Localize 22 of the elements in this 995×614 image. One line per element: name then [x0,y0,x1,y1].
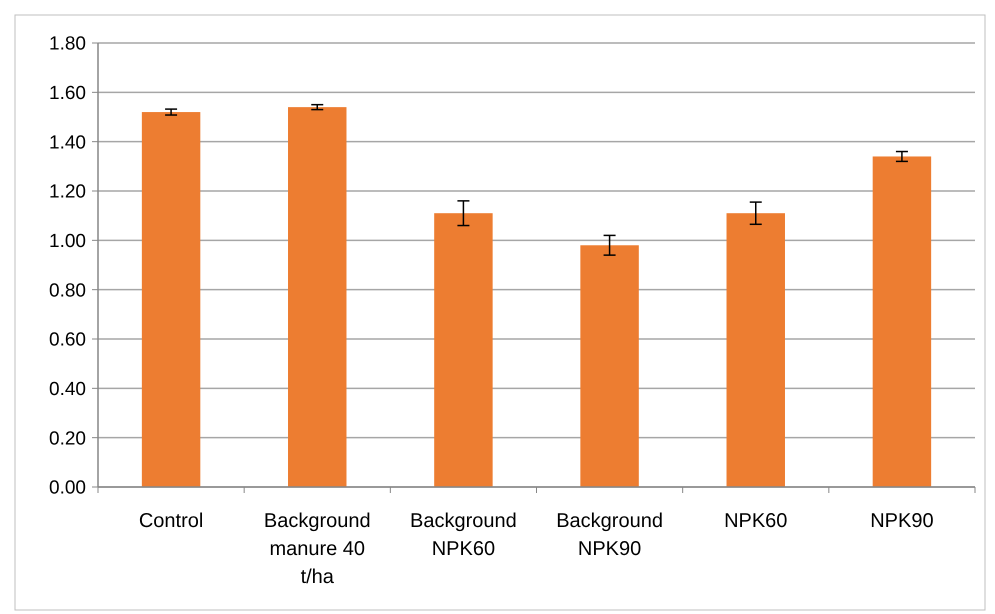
x-tick-label: Background NPK60 [410,510,517,560]
y-tick-label: 1.00 [49,230,86,252]
y-tick-label: 0.20 [49,428,86,450]
bar [580,245,639,487]
x-tick-label: Background NPK90 [556,510,663,560]
y-tick-label: 1.80 [49,34,86,55]
y-tick-label: 0.80 [49,280,86,302]
y-tick-label: 0.60 [49,330,86,351]
x-tick-label: NPK90 [870,510,934,532]
y-tick-label: 1.20 [49,182,86,203]
y-tick-label: 1.40 [49,132,86,154]
y-tick-label: 1.60 [49,82,86,104]
bar [872,156,932,487]
x-tick-label: Background manure 40 t/ha [264,510,371,588]
bar [142,112,200,487]
bar [288,107,346,487]
y-tick-label: 0.40 [49,378,86,400]
bar [434,213,493,487]
bar [726,213,785,487]
x-tick-label: Control [138,510,204,532]
x-tick-label: NPK60 [724,510,788,532]
y-tick-label: 0.00 [49,478,86,499]
